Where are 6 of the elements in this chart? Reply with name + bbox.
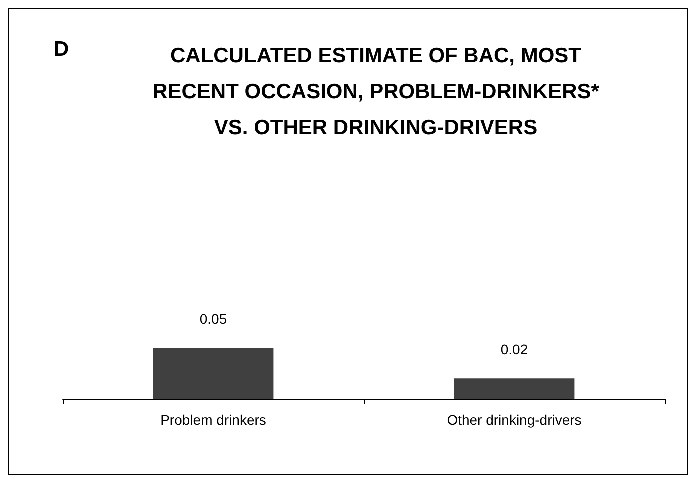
x-tick-label: Problem drinkers — [160, 412, 266, 428]
chart-title: CALCULATED ESTIMATE OF BAC, MOST RECENT OCCASION, PROBLEM-DRINKERS* VS. OTHER DRINKING-DRIVERS — [152, 44, 600, 140]
data-label: 0.05 — [200, 311, 228, 328]
data-label: 0.02 — [500, 342, 528, 358]
text: D — [54, 38, 70, 61]
x-tick-label: Other drinking-drivers — [447, 412, 582, 428]
